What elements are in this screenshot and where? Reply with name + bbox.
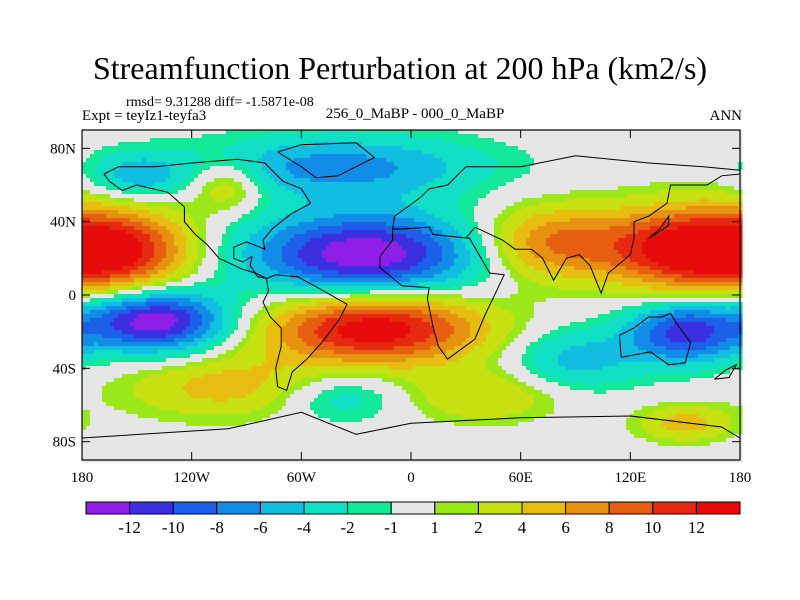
rmsd-diff-stats: rmsd= 9.31288 diff= -1.5871e-08	[126, 95, 314, 110]
coastline-segment	[262, 274, 348, 391]
x-tick-label: 60E	[509, 470, 533, 486]
coastline-segment	[103, 158, 312, 279]
colorbar-swatch	[347, 501, 392, 515]
colorbar-label: 10	[644, 518, 661, 537]
y-tick-label: 80N	[50, 141, 76, 157]
map-axes: 180 120W 60W 0 60E 120E 180 80N 40N 0 40S 80S	[50, 130, 751, 486]
colorbar-swatch	[85, 501, 131, 515]
season-label: ANN	[709, 108, 743, 124]
colorbar-swatch	[695, 501, 741, 515]
colorbar-label: -1	[384, 518, 398, 537]
colorbar-label: -12	[118, 518, 141, 537]
x-tick-label: 120E	[614, 470, 646, 486]
colorbar-label: 8	[605, 518, 614, 537]
y-tick-label: 0	[69, 288, 77, 304]
coastline-segment	[392, 155, 741, 230]
coastline-segment	[465, 173, 741, 295]
colorbar-label: 6	[561, 518, 570, 537]
coastlines	[81, 142, 741, 439]
colorbar-swatch	[303, 501, 349, 515]
x-tick-label: 60W	[287, 470, 317, 486]
colorbar-swatch	[172, 501, 218, 515]
colorbar-swatch	[216, 501, 261, 515]
colorbar: -12 -10 -8 -6 -4 -2 -1 1 2 4 6 8 10 12	[85, 501, 741, 537]
colorbar-label: -10	[162, 518, 185, 537]
colorbar-label: -6	[253, 518, 267, 537]
y-tick-label: 80S	[53, 435, 76, 451]
colorbar-swatch	[390, 501, 436, 515]
colorbar-label: 4	[518, 518, 527, 537]
x-tick-label: 180	[71, 470, 94, 486]
coastline-segment	[379, 226, 505, 360]
period-label: 256_0_MaBP - 000_0_MaBP	[325, 106, 505, 122]
colorbar-swatch	[434, 501, 479, 515]
streamfunction-field	[82, 130, 743, 463]
x-tick-label: 120W	[173, 470, 211, 486]
colorbar-label: -2	[341, 518, 355, 537]
colorbar-swatch	[652, 501, 697, 515]
colorbar-label: -4	[297, 518, 312, 537]
colorbar-swatch	[259, 501, 305, 515]
coastline-segment	[648, 214, 670, 239]
coastline-segment	[277, 142, 376, 179]
colorbar-swatch	[565, 501, 610, 515]
chart-title: Streamfunction Perturbation at 200 hPa (…	[92, 50, 708, 86]
colorbar-swatch	[608, 501, 654, 515]
coastline-segment	[618, 312, 692, 366]
y-tick-label: 40S	[53, 361, 76, 377]
x-tick-label: 0	[407, 470, 415, 486]
experiment-label: Expt = teyIz1-teyfa3	[82, 108, 207, 124]
y-tick-label: 40N	[50, 215, 76, 231]
colorbar-label: 1	[431, 518, 440, 537]
colorbar-swatch	[477, 501, 523, 515]
colorbar-label: 2	[474, 518, 483, 537]
colorbar-label: 12	[688, 518, 705, 537]
coastline-segment	[81, 411, 741, 439]
colorbar-swatch	[129, 501, 174, 515]
coastline-segment	[714, 363, 738, 380]
colorbar-label: -8	[210, 518, 224, 537]
colorbar-swatch	[521, 501, 567, 515]
x-tick-label: 180	[729, 470, 752, 486]
